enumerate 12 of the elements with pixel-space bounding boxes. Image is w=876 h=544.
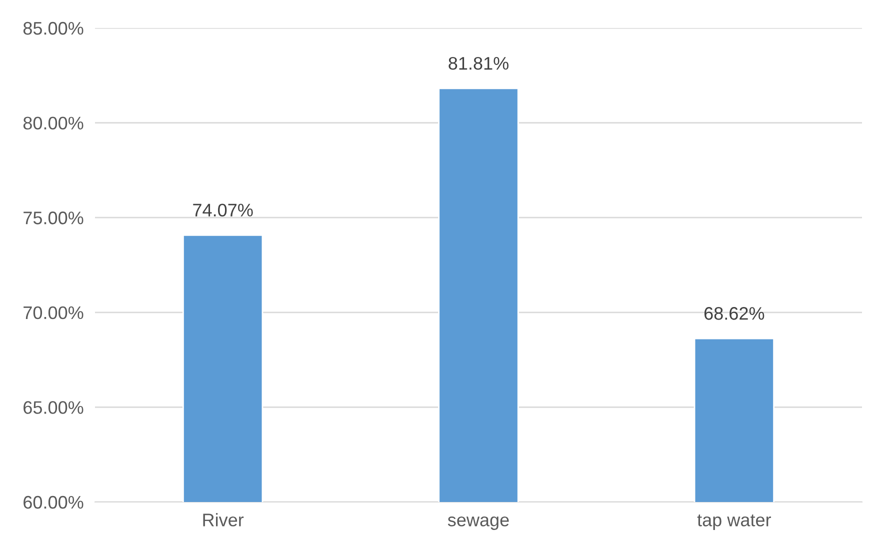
y-tick-label: 85.00% bbox=[23, 22, 84, 35]
data-label: 74.07% bbox=[193, 204, 253, 216]
y-tick-label: 75.00% bbox=[24, 212, 84, 224]
y-tick-label: 80.00% bbox=[23, 116, 84, 130]
data-label: 81.81% bbox=[448, 56, 508, 70]
y-tick-label: 65.00% bbox=[24, 401, 84, 414]
x-tick-label: tap water bbox=[697, 514, 772, 530]
x-tick-label: River bbox=[203, 513, 244, 526]
y-tick-label: 60.00% bbox=[24, 496, 84, 509]
x-tick-label: sewage bbox=[448, 516, 509, 530]
y-tick-label: 70.00% bbox=[24, 306, 84, 320]
data-label: 68.62% bbox=[704, 307, 764, 320]
